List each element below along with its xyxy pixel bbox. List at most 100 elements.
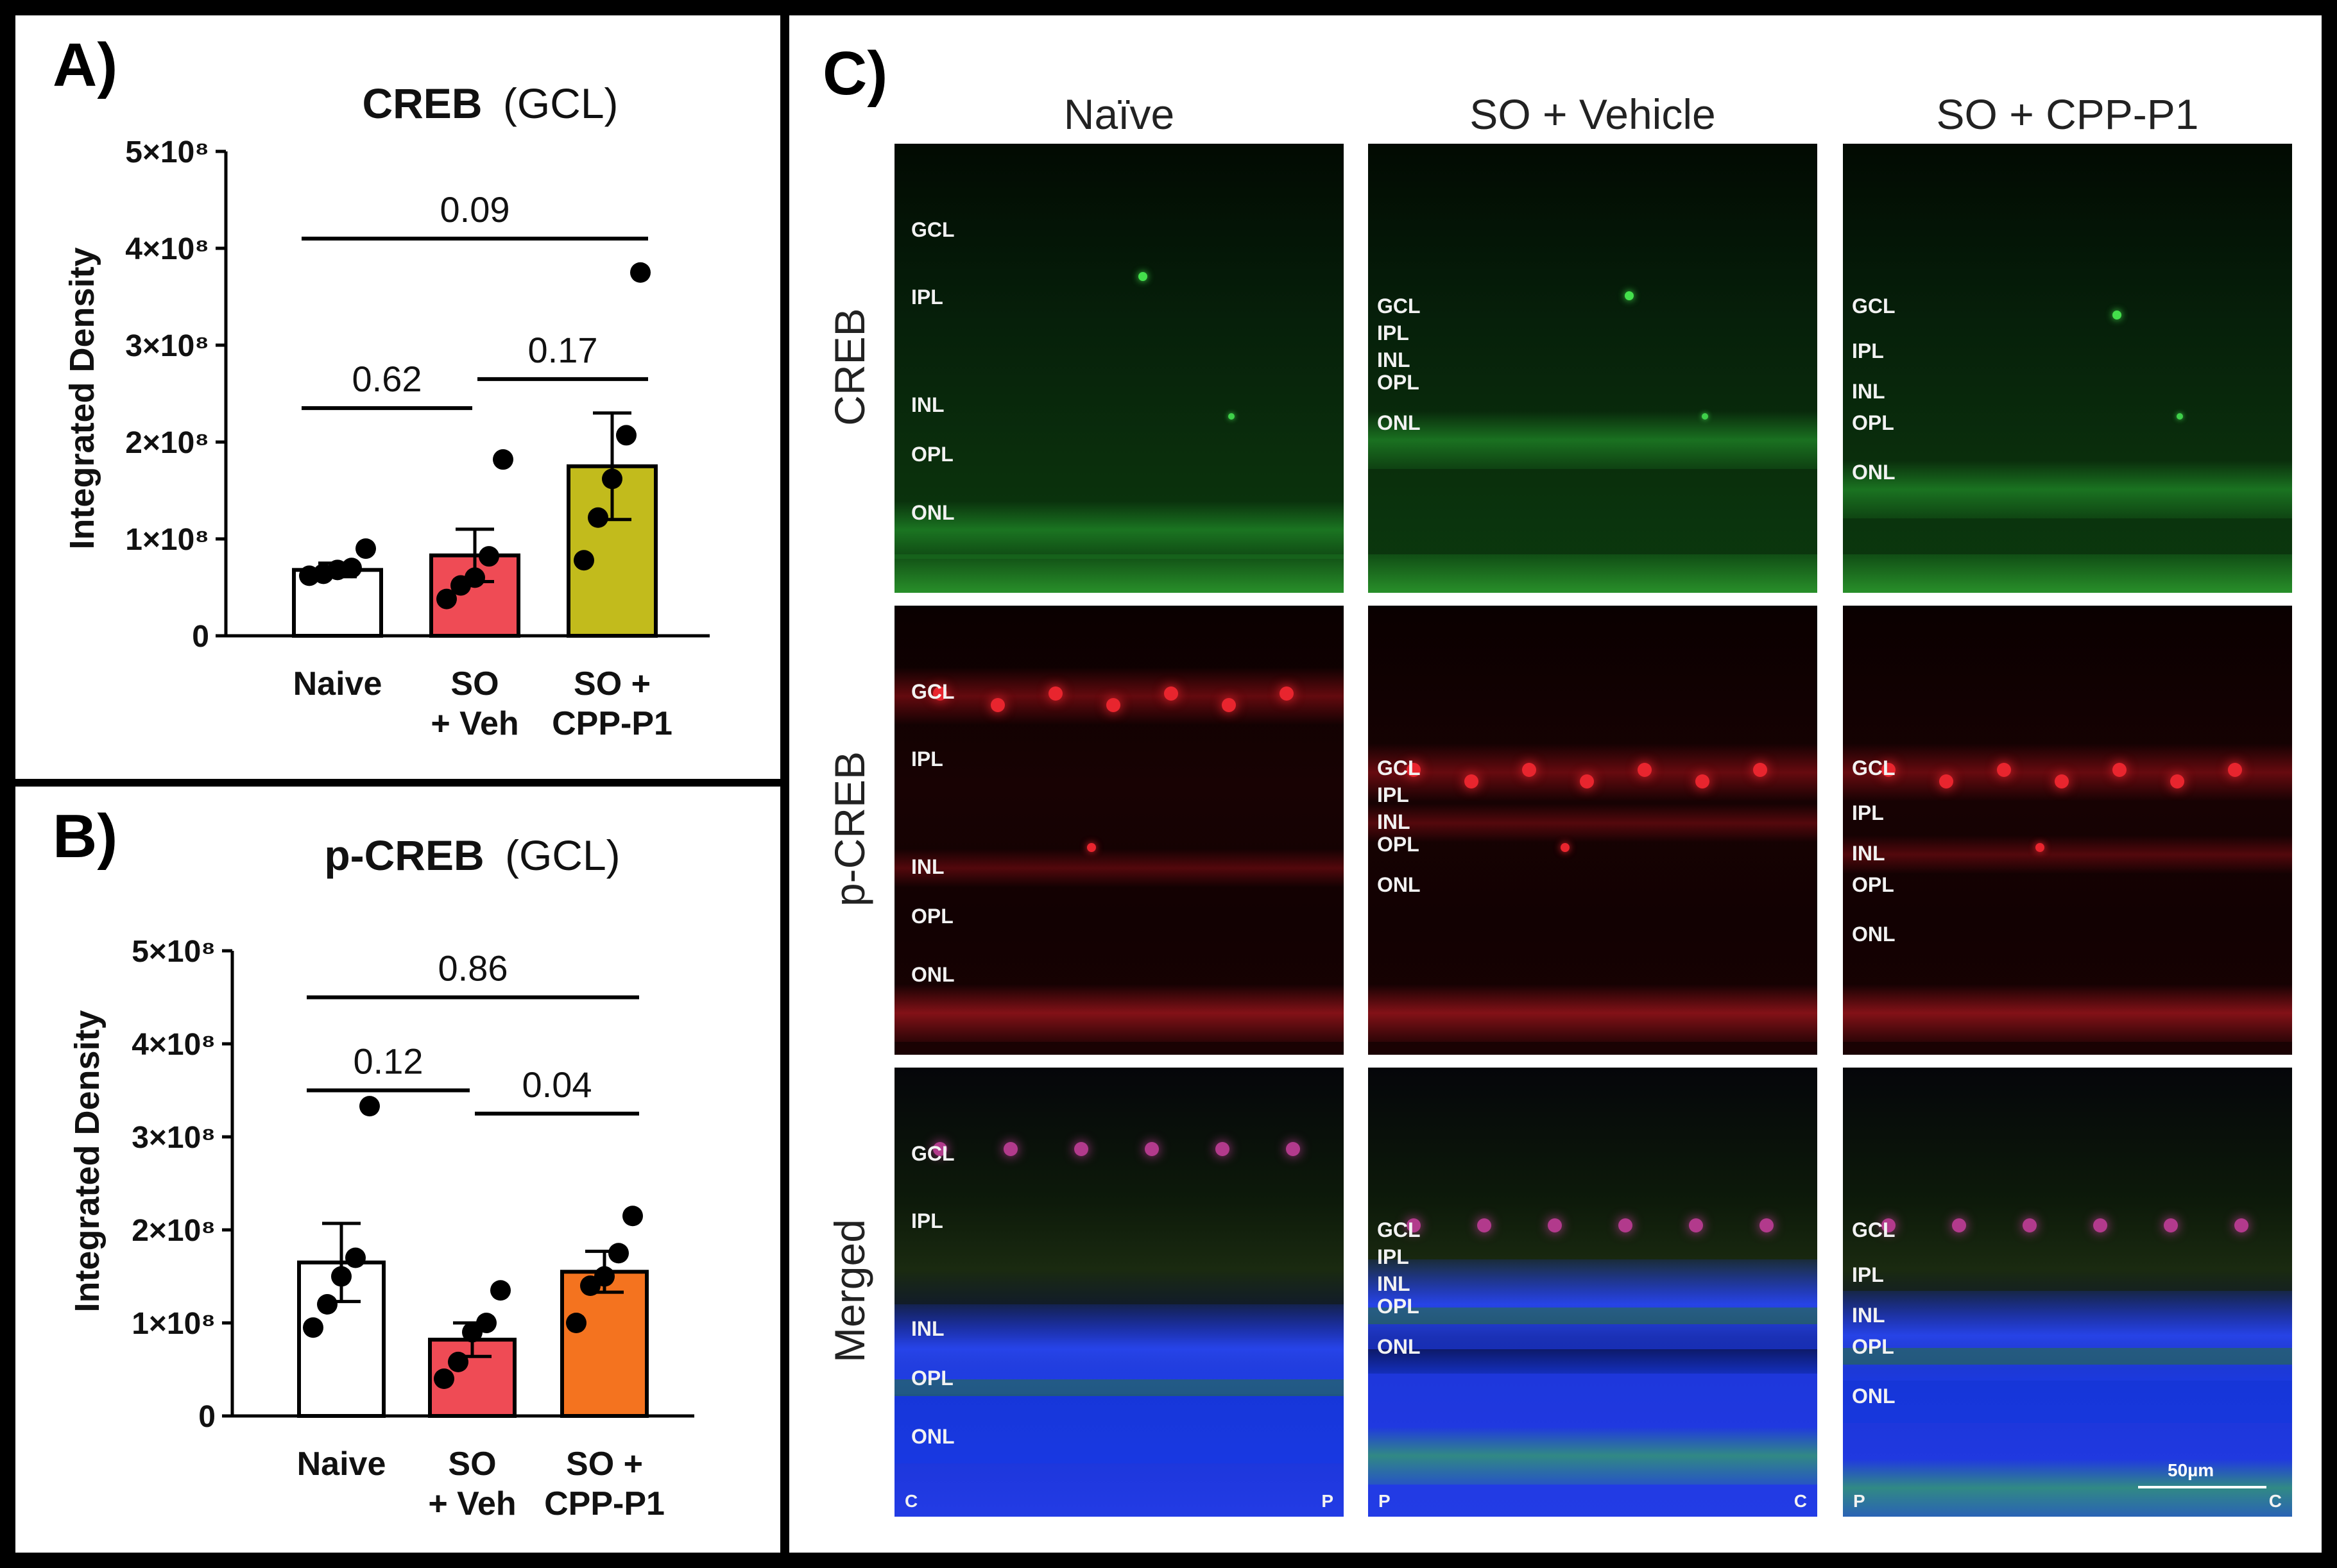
tissue-band [1843,144,2292,593]
panel-a-title-rest: (GCL) [503,80,619,127]
tissue-band [895,1463,1344,1517]
tissue-band [1368,1427,1817,1485]
cell-speck [1702,413,1708,420]
cell-speck [2112,311,2121,320]
panel-a-plot: 0 1×10⁸ 2×10⁸ 3×10⁸ 4×10⁸ 5×10⁸ Naive SO+ Veh SO… [125,135,710,742]
cell-speck [2170,774,2184,788]
layer-label: ONL [1852,923,1896,946]
layer-label: IPL [911,285,943,309]
panel-b-point-0-2 [331,1266,352,1287]
layer-label: ONL [1852,461,1896,484]
tissue-band [1368,411,1817,469]
layer-label: OPL [1852,411,1894,434]
panel-b-point-0-3 [345,1247,366,1268]
layer-label: IPL [1377,321,1409,345]
layer-label: IPL [1852,1263,1884,1286]
micrograph-1-1: GCL IPL INL OPL ONL [1368,606,1817,1055]
layer-label: GCL [911,1142,955,1165]
tissue-band [895,849,1344,887]
tissue-band [1843,984,2292,1042]
tissue-band [1368,984,1817,1042]
panel-b-point-1-3 [476,1313,497,1333]
divider-horizontal [15,779,785,787]
cell-speck [2035,843,2044,852]
cell-speck [2112,763,2127,777]
layer-label: IPL [1377,783,1409,806]
layer-label: ONL [1852,1385,1896,1408]
layer-label: IPL [1852,339,1884,362]
panel-c-letter: C) [823,39,888,108]
cell-speck [1618,1218,1632,1232]
tissue-band [1843,461,2292,518]
layer-label: INL [1852,380,1885,403]
panel-b-category-label-0: Naive [297,1445,386,1483]
cell-speck [1049,686,1063,701]
panel-a-point-2-4 [630,262,651,283]
tissue-band [1368,744,1817,801]
corner-label-left: C [905,1491,918,1511]
panel-a-title: CREB (GCL) [362,80,618,127]
cell-speck [1145,1142,1159,1156]
panel-a-point-1-3 [479,546,499,567]
cell-speck [2023,1218,2037,1232]
panel-b-chart: B) p-CREB (GCL) Integrated Density 0 1×10… [53,802,694,1522]
cell-speck [1522,763,1536,777]
cell-speck [1164,686,1178,701]
tissue-band [1368,1308,1817,1324]
cell-speck [1625,291,1634,300]
cell-speck [2055,774,2069,788]
cell-speck [2093,1218,2107,1232]
panel-a-point-2-3 [616,425,637,446]
panel-b-y-tick-label: 2×10⁸ [132,1214,216,1248]
panel-b-letter: B) [53,802,117,871]
panel-c-micrographs: C) Naïve SO + Vehicle SO + CPP-P1 CREB p-CRE… [791,26,2309,1540]
layer-label: INL [1377,810,1410,833]
tissue-band [895,1068,1344,1517]
layer-label: IPL [1852,801,1884,824]
cell-speck [1997,763,2011,777]
panel-a-y-tick-label: 3×10⁸ [125,329,209,363]
cell-speck [1477,1218,1491,1232]
cell-speck [991,698,1005,712]
column-header-0: Naïve [1063,90,1175,138]
layer-label: OPL [1377,371,1419,394]
panel-b-point-1-1 [448,1351,468,1372]
panel-b-category-label-2: SO + [566,1445,643,1483]
cell-speck [1759,1218,1774,1232]
panel-a-category-label-1: + Veh [431,705,518,742]
layer-label: OPL [1377,1295,1419,1318]
cell-speck [1952,1218,1966,1232]
corner-label-left: P [1378,1491,1391,1511]
panel-a-point-2-0 [574,550,594,571]
tissue-band [1368,606,1817,1055]
micrograph-1-0: GCL IPL INL OPL ONL [895,606,1344,1055]
panel-b-point-0-1 [317,1294,338,1315]
layer-label: GCL [1852,756,1896,780]
panel-a-category-label-0: Naive [293,665,382,703]
tissue-band [1843,1348,2292,1365]
panel-a-bracket-label-1: 0.17 [528,330,598,370]
cell-speck [1580,774,1594,788]
column-header-2: SO + CPP-P1 [1936,90,2199,138]
panel-b-category-label-1: SO [448,1445,496,1483]
panel-b-plot: 0 1×10⁸ 2×10⁸ 3×10⁸ 4×10⁸ 5×10⁸ Naive SO+ Veh SO… [132,935,694,1522]
panel-b-bracket-label-1: 0.04 [522,1064,592,1105]
layer-label: ONL [911,501,955,524]
corner-label-right: C [1793,1491,1807,1511]
layer-label: OPL [911,1367,954,1390]
panel-a-title-bold: CREB [362,80,482,127]
panel-a-y-tick-label: 0 [192,620,209,654]
panel-b-bracket-label-0: 0.12 [354,1041,424,1082]
panel-a-bracket-label-0: 0.62 [352,359,422,399]
corner-label-left: P [1853,1491,1865,1511]
layer-label: GCL [1852,294,1896,318]
row-label-0: CREB [826,308,873,426]
cell-speck [1407,763,1421,777]
tissue-band [895,1379,1344,1396]
micrograph-0-2: GCL IPL INL OPL ONL [1843,144,2292,593]
cell-speck [1004,1142,1018,1156]
panel-a-y-tick-label: 5×10⁸ [125,135,209,169]
cell-speck [1087,843,1096,852]
cell-speck [1881,763,1896,777]
panel-a-point-1-0 [436,588,457,609]
